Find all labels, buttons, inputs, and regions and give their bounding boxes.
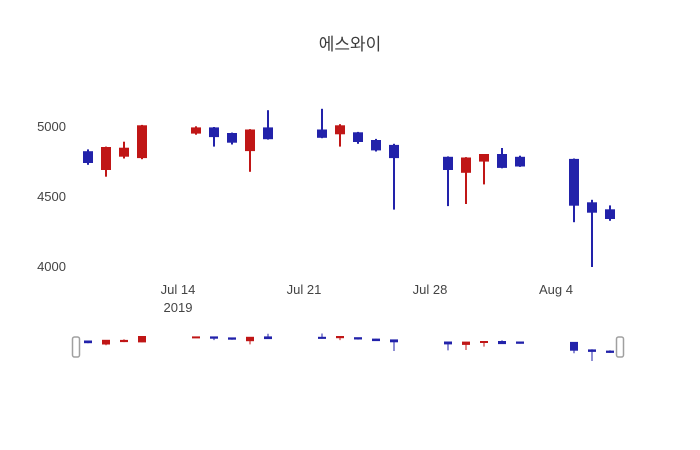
candle[interactable]: [587, 199, 597, 267]
candle[interactable]: [263, 110, 273, 140]
candle: [516, 341, 524, 344]
candle: [264, 333, 272, 340]
candle[interactable]: [317, 108, 327, 139]
candle: [138, 336, 146, 343]
candle: [588, 349, 596, 361]
candle: [480, 341, 488, 347]
candle[interactable]: [191, 126, 201, 135]
candle: [498, 340, 506, 345]
candle[interactable]: [335, 124, 345, 147]
x-tick-jul14: Jul 14 2019: [138, 281, 218, 317]
candle[interactable]: [209, 127, 219, 147]
candle: [444, 341, 452, 351]
x-tick-jul21: Jul 21: [264, 281, 344, 299]
candle: [606, 350, 614, 353]
candle[interactable]: [569, 158, 579, 223]
candle[interactable]: [497, 148, 507, 169]
x-tick-year-label: 2019: [163, 300, 193, 315]
candle: [318, 333, 326, 339]
candle: [372, 338, 380, 342]
x-tick-aug4: Aug 4: [516, 281, 596, 299]
candle[interactable]: [515, 155, 525, 167]
candle: [570, 341, 578, 354]
candle[interactable]: [443, 156, 453, 207]
chart-title: 에스와이: [318, 35, 382, 54]
candle[interactable]: [371, 138, 381, 152]
candle[interactable]: [227, 132, 237, 145]
y-tick-4000: 4000: [37, 259, 66, 274]
x-tick-label: Jul 14: [160, 282, 196, 297]
candle: [336, 336, 344, 341]
candle: [462, 341, 470, 350]
range-slider-right-handle[interactable]: [615, 336, 625, 358]
candle: [120, 339, 128, 343]
candle[interactable]: [605, 205, 615, 221]
candle: [210, 336, 218, 341]
candle[interactable]: [137, 124, 147, 160]
candle: [192, 336, 200, 339]
x-tick-label: Jul 21: [286, 282, 322, 297]
x-tick-label: Jul 28: [412, 282, 448, 297]
range-slider[interactable]: [71, 331, 625, 363]
candle[interactable]: [479, 154, 489, 185]
candle[interactable]: [461, 157, 471, 204]
candle[interactable]: [83, 149, 93, 165]
candle: [354, 337, 362, 340]
y-tick-5000: 5000: [37, 119, 66, 134]
candle: [84, 340, 92, 344]
candle[interactable]: [353, 131, 363, 144]
candle: [390, 339, 398, 351]
candle: [228, 337, 236, 340]
candle[interactable]: [245, 129, 255, 172]
range-slider-track[interactable]: [76, 331, 620, 363]
y-tick-4500: 4500: [37, 189, 66, 204]
candle: [102, 339, 110, 346]
candle[interactable]: [101, 146, 111, 177]
range-slider-left-handle[interactable]: [71, 336, 81, 358]
x-tick-label: Aug 4: [539, 282, 573, 297]
x-tick-jul28: Jul 28: [390, 281, 470, 299]
main-plot[interactable]: [83, 108, 615, 267]
candle[interactable]: [119, 141, 129, 159]
candle: [246, 336, 254, 345]
candle[interactable]: [389, 143, 399, 210]
